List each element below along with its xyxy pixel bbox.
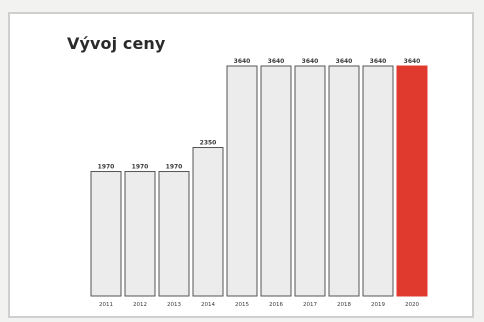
x-tick-label-2011: 2011 (99, 302, 113, 308)
x-tick-label-2014: 2014 (201, 302, 215, 308)
value-label-2013: 1970 (166, 164, 183, 171)
x-tick-label-2017: 2017 (303, 302, 317, 308)
x-tick-label-2013: 2013 (167, 302, 181, 308)
value-label-2016: 3640 (268, 58, 285, 65)
value-label-2012: 1970 (132, 164, 149, 171)
value-label-2015: 3640 (234, 58, 251, 65)
chart-title: Vývoj ceny (67, 34, 166, 53)
x-tick-label-2012: 2012 (133, 302, 147, 308)
value-label-2019: 3640 (370, 58, 387, 65)
value-label-2017: 3640 (302, 58, 319, 65)
bar-2014 (192, 147, 224, 297)
x-tick-label-2016: 2016 (269, 302, 283, 308)
bar-2016 (260, 65, 292, 297)
value-label-2011: 1970 (98, 164, 115, 171)
bar-2017 (294, 65, 326, 297)
x-tick-label-2018: 2018 (337, 302, 351, 308)
x-tick-label-2019: 2019 (371, 302, 385, 308)
x-tick-label-2015: 2015 (235, 302, 249, 308)
value-label-2014: 2350 (200, 140, 217, 147)
bar-2020 (396, 65, 428, 297)
bar-2012 (124, 171, 156, 297)
bar-2013 (158, 171, 190, 297)
bar-2019 (362, 65, 394, 297)
bar-2015 (226, 65, 258, 297)
value-label-2018: 3640 (336, 58, 353, 65)
bar-2018 (328, 65, 360, 297)
value-label-2020: 3640 (404, 58, 421, 65)
x-tick-label-2020: 2020 (405, 302, 419, 308)
bar-2011 (90, 171, 122, 297)
